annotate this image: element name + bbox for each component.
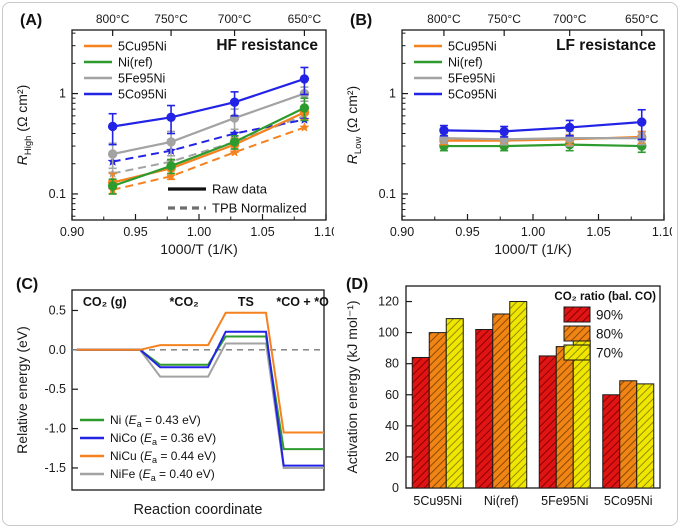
svg-text:5Fe95Ni: 5Fe95Ni [541, 494, 588, 508]
panel-a-label: (A) [20, 12, 43, 29]
svg-text:Ni (Ea = 0.43 eV): Ni (Ea = 0.43 eV) [110, 413, 201, 429]
svg-text:0.90: 0.90 [390, 225, 414, 239]
panel-c-label: (C) [16, 276, 39, 293]
svg-text:Raw data: Raw data [212, 182, 268, 197]
svg-text:0.0: 0.0 [49, 343, 66, 357]
svg-text:5Co95Ni: 5Co95Ni [604, 494, 653, 508]
svg-text:650°C: 650°C [625, 12, 659, 26]
svg-text:80%: 80% [596, 327, 623, 342]
svg-text:0.95: 0.95 [455, 225, 479, 239]
svg-text:-0.5: -0.5 [44, 382, 66, 396]
svg-text:800°C: 800°C [96, 12, 130, 26]
svg-text:*CO + *O: *CO + *O [276, 295, 329, 309]
panel-b-label: (B) [350, 12, 373, 29]
svg-text:120: 120 [378, 295, 399, 309]
svg-text:700°C: 700°C [218, 12, 252, 26]
svg-text:750°C: 750°C [154, 12, 188, 26]
svg-text:RLow (Ω cm²): RLow (Ω cm²) [344, 86, 364, 164]
svg-text:80: 80 [385, 357, 399, 371]
svg-text:20: 20 [385, 450, 399, 464]
svg-text:NiFe (Ea = 0.40 eV): NiFe (Ea = 0.40 eV) [110, 467, 215, 483]
svg-text:0.1: 0.1 [379, 187, 396, 201]
svg-text:NiCo (Ea = 0.36 eV): NiCo (Ea = 0.36 eV) [110, 431, 216, 447]
svg-text:60: 60 [385, 388, 399, 402]
lf-resistance-arrhenius-chart: 0.90 0.95 1.00 1.05 1.10 1000/T (1/K) 800°C 750… [344, 12, 672, 257]
svg-text:0.95: 0.95 [123, 225, 147, 239]
svg-text:0.1: 0.1 [49, 187, 66, 201]
svg-text:1.10: 1.10 [652, 225, 672, 239]
svg-text:1.05: 1.05 [586, 225, 610, 239]
svg-text:5Cu95Ni: 5Cu95Ni [413, 494, 462, 508]
svg-text:0.5: 0.5 [49, 303, 66, 317]
svg-text:0: 0 [392, 481, 399, 495]
svg-text:40: 40 [385, 419, 399, 433]
energy-profile-chart: 0.5 0.0 -0.5 -1.0 -1.5 Relative energy (eV) Re… [14, 289, 329, 518]
svg-text:Ni(ref): Ni(ref) [448, 56, 483, 70]
svg-text:-1.0: -1.0 [44, 422, 66, 436]
svg-text:5Fe95Ni: 5Fe95Ni [448, 72, 495, 86]
svg-text:5Co95Ni: 5Co95Ni [118, 88, 167, 102]
svg-text:Reaction coordinate: Reaction coordinate [134, 502, 263, 518]
panel-d-label: (D) [346, 276, 369, 293]
svg-text:0.90: 0.90 [60, 225, 84, 239]
svg-text:650°C: 650°C [288, 12, 322, 26]
svg-text:Ni(ref): Ni(ref) [484, 494, 519, 508]
svg-text:5Fe95Ni: 5Fe95Ni [118, 72, 165, 86]
svg-text:TS: TS [238, 295, 254, 309]
svg-text:1.00: 1.00 [187, 225, 211, 239]
svg-text:800°C: 800°C [427, 12, 461, 26]
svg-text:1000/T (1/K): 1000/T (1/K) [160, 241, 238, 257]
svg-text:CO₂ ratio (bal. CO): CO₂ ratio (bal. CO) [554, 291, 656, 303]
hf-resistance-arrhenius-chart: 0.90 0.95 1.00 1.05 1.10 1000/T (1/K) 800°C 750… [14, 12, 334, 257]
svg-text:1: 1 [389, 87, 396, 101]
svg-text:1.10: 1.10 [314, 225, 334, 239]
svg-text:CO₂ (g): CO₂ (g) [83, 295, 127, 309]
svg-text:5Co95Ni: 5Co95Ni [448, 88, 497, 102]
svg-text:*CO₂: *CO₂ [170, 295, 199, 309]
svg-text:5Cu95Ni: 5Cu95Ni [118, 40, 167, 54]
svg-text:Activation energy (kJ mol⁻¹): Activation energy (kJ mol⁻¹) [344, 300, 360, 473]
svg-text:1.00: 1.00 [521, 225, 545, 239]
svg-text:LF resistance: LF resistance [556, 37, 656, 54]
svg-text:1: 1 [59, 87, 66, 101]
svg-text:HF resistance: HF resistance [216, 37, 318, 54]
svg-text:750°C: 750°C [487, 12, 521, 26]
svg-text:1.05: 1.05 [250, 225, 274, 239]
activation-energy-bar-chart: 0 20 40 60 80 100 120 Activation energy (kJ mol… [344, 285, 661, 508]
svg-text:TPB Normalized: TPB Normalized [212, 201, 307, 216]
svg-text:NiCu (Ea = 0.44 eV): NiCu (Ea = 0.44 eV) [110, 449, 216, 465]
svg-text:Ni(ref): Ni(ref) [118, 56, 153, 70]
svg-text:-1.5: -1.5 [44, 461, 66, 475]
svg-text:90%: 90% [596, 308, 623, 323]
svg-text:RHigh (Ω cm²): RHigh (Ω cm²) [14, 85, 34, 166]
svg-text:70%: 70% [596, 346, 623, 361]
svg-text:5Cu95Ni: 5Cu95Ni [448, 40, 497, 54]
svg-text:1000/T (1/K): 1000/T (1/K) [494, 241, 572, 257]
svg-text:700°C: 700°C [553, 12, 587, 26]
svg-text:Relative energy (eV): Relative energy (eV) [14, 326, 30, 454]
svg-text:100: 100 [378, 326, 399, 340]
